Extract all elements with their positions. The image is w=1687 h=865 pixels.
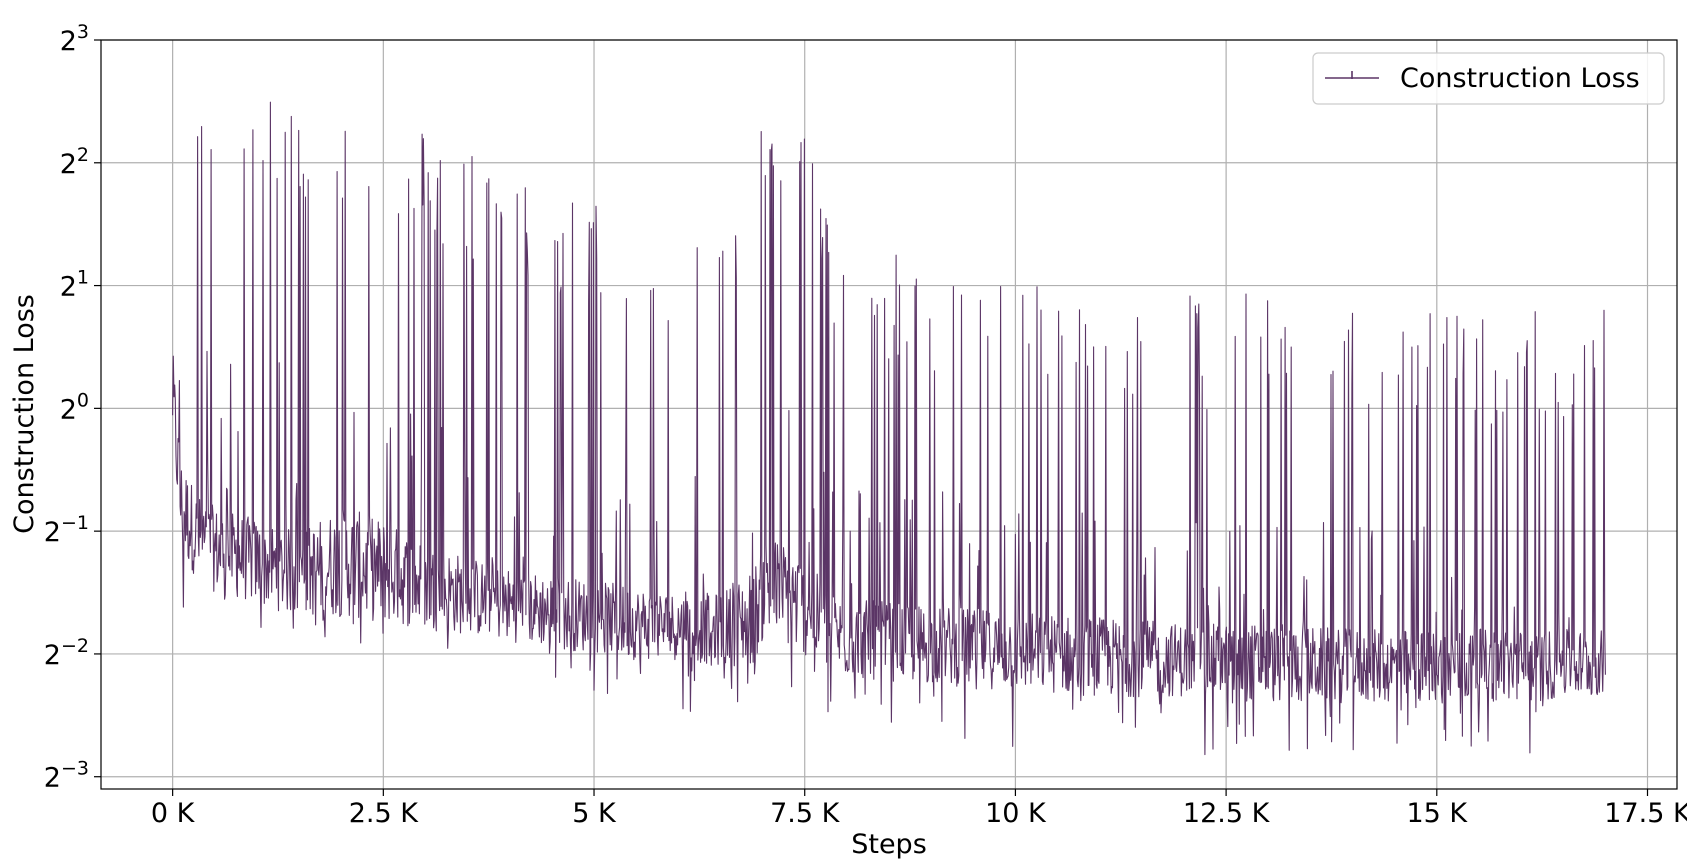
axis-ticks: 0 K 2.5 K 5 K 7.5 K 10 K 12.5 K 15 K 17.5 K 23 22… [44, 21, 1687, 829]
x-tick-label: 12.5 K [1183, 798, 1271, 829]
plot-area-frame [100, 39, 1678, 790]
x-tick-label: 5 K [572, 798, 617, 829]
y-axis-label: Construction Loss [9, 294, 40, 534]
legend: Construction Loss [1312, 52, 1665, 105]
y-tick-label: 21 [60, 267, 89, 303]
x-tick-label: 17.5 K [1604, 798, 1687, 829]
y-tick-label: 22 [60, 144, 89, 180]
x-tick-label: 2.5 K [349, 798, 420, 829]
legend-label-construction-loss: Construction Loss [1400, 63, 1640, 94]
x-tick-label: 7.5 K [770, 798, 841, 829]
series-line-construction-loss [172, 101, 1606, 756]
x-tick-label: 10 K [985, 798, 1047, 829]
y-tick-label: 2−3 [44, 758, 89, 794]
legend-box [1312, 52, 1665, 105]
y-tick-label: 2−2 [44, 635, 89, 671]
series-construction-loss [172, 101, 1606, 756]
x-axis-label: Steps [851, 829, 927, 860]
x-tick-label: 0 K [151, 798, 196, 829]
y-tick-label: 20 [60, 389, 89, 425]
y-tick-label: 23 [60, 21, 89, 57]
y-tick-label: 2−1 [44, 512, 89, 548]
x-tick-label: 15 K [1406, 798, 1468, 829]
